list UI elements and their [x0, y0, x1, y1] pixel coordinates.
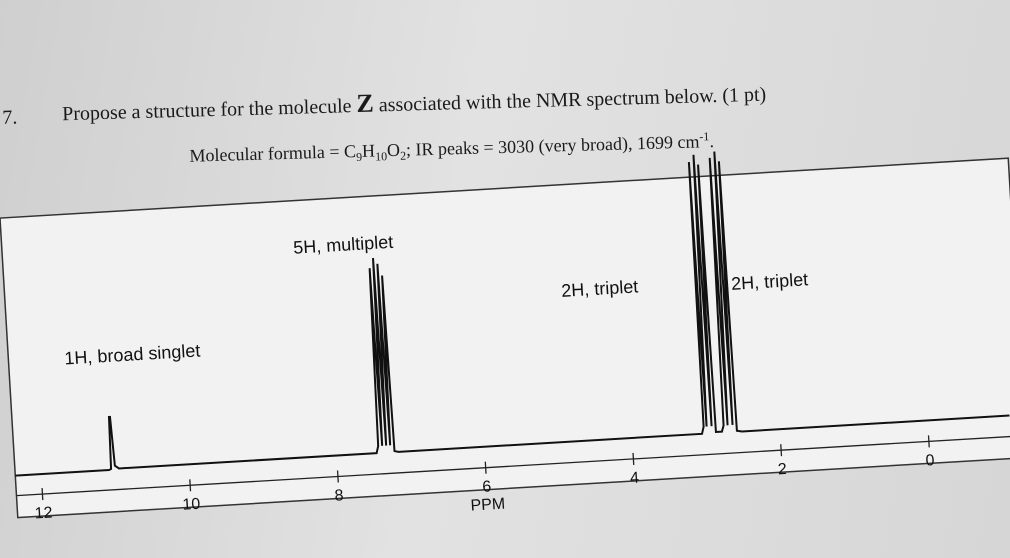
- peak-label: 2H, triplet: [561, 276, 639, 301]
- question-header: 7. Propose a structure for the molecule …: [2, 78, 767, 169]
- ppm-label: 8: [334, 487, 344, 505]
- formula-line: Molecular formula = C9H10O2; IR peaks = …: [189, 129, 714, 169]
- ppm-label: 0: [925, 452, 935, 470]
- formula-sub: 10: [375, 149, 387, 163]
- spectrum-frame: [0, 157, 1010, 519]
- formula-sub: 9: [356, 150, 362, 164]
- ppm-label: 6: [482, 478, 492, 496]
- formula-sub: 2: [400, 149, 406, 163]
- ppm-labels: 12 10 8 6 4 2 0 PPM: [34, 452, 935, 522]
- ppm-label: 4: [630, 470, 640, 488]
- ppm-ticks: [41, 435, 930, 501]
- ppm-axis: [16, 435, 1010, 497]
- ppm-label: 10: [182, 496, 201, 514]
- ppm-label: 2: [777, 461, 787, 479]
- formula-part: O: [387, 140, 401, 160]
- question-text-part: associated with the NMR spectrum below. …: [378, 84, 766, 117]
- question-text: Propose a structure for the molecule Z a…: [62, 78, 767, 127]
- peak-label: 2H, triplet: [731, 269, 809, 294]
- ppm-title: PPM: [470, 496, 506, 515]
- formula-part: ; IR peaks = 3030 (very broad), 1699 cm: [406, 131, 700, 160]
- formula-part: Molecular formula = C: [189, 141, 356, 166]
- question-number: 7.: [2, 106, 18, 128]
- nmr-spectrum: 12 10 8 6 4 2 0 PPM 1H, broad singlet 5H…: [0, 151, 1010, 523]
- molecule-name: Z: [356, 89, 374, 118]
- formula-part: H: [362, 141, 376, 161]
- formula-part: .: [709, 131, 714, 151]
- question-text-part: Propose a structure for the molecule: [62, 95, 352, 125]
- spectrum-trace: [15, 151, 1010, 477]
- formula-sup: -1: [699, 129, 709, 143]
- ppm-label: 12: [34, 504, 53, 522]
